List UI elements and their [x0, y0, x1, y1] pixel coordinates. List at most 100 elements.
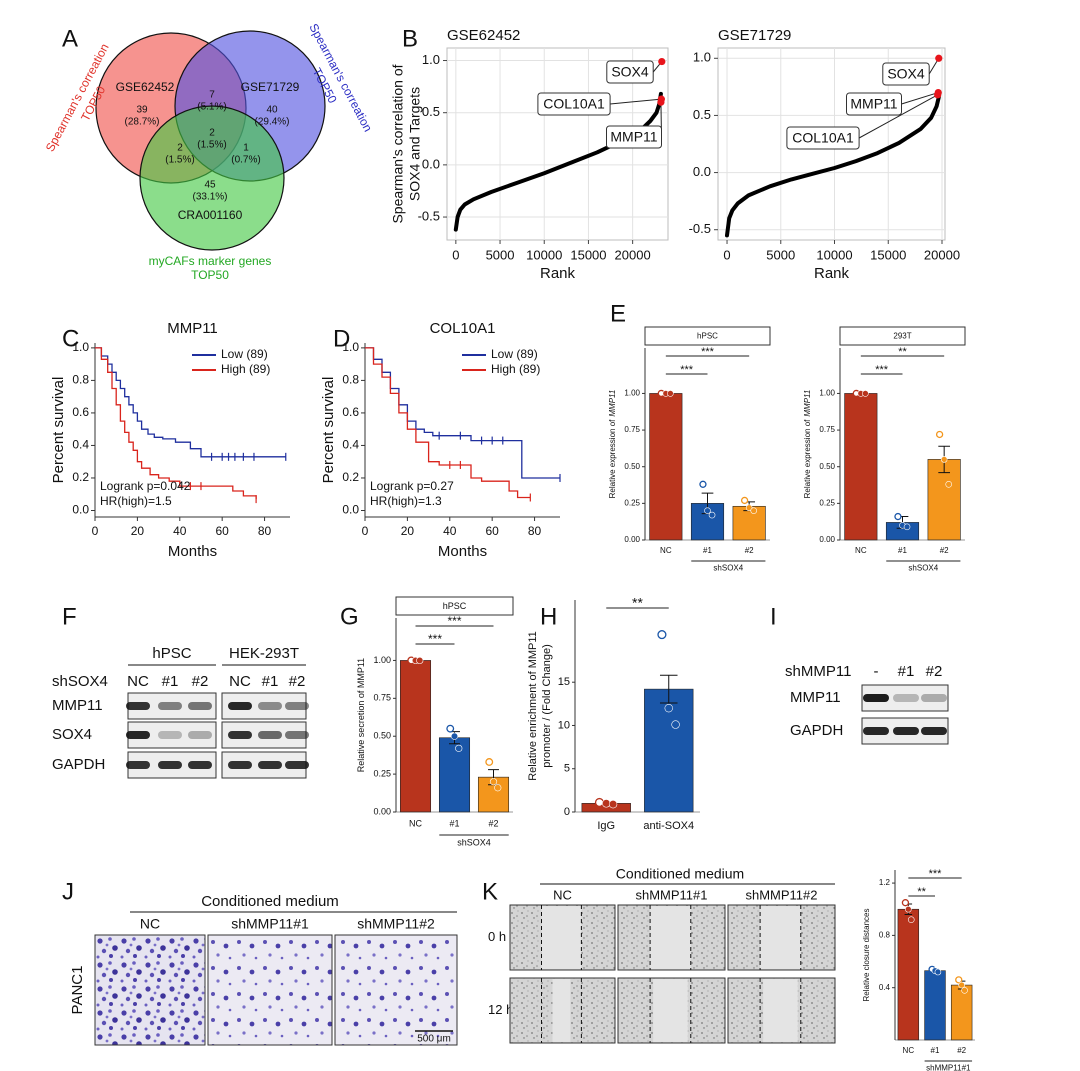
strip-label: 293T — [893, 332, 911, 341]
scratch-gap — [541, 906, 582, 969]
lane-label: - — [874, 663, 879, 680]
strip-label: hPSC — [697, 332, 718, 341]
y-tick-label: 0 — [564, 806, 570, 818]
y-tick-label: 0.0 — [693, 164, 711, 179]
column-label: shMMP11#2 — [745, 887, 817, 902]
x-tick-label: 20 — [401, 524, 415, 538]
label-box — [606, 60, 654, 84]
x-tick-label: 40 — [173, 524, 187, 538]
legend-label: High (89) — [221, 362, 270, 376]
y-tick-label: 0.75 — [819, 425, 835, 434]
category-label: #2 — [488, 818, 498, 828]
venn-percent: (5.1%) — [197, 102, 226, 113]
venn-percent: (29.4%) — [254, 117, 289, 128]
data-point — [608, 800, 618, 809]
blot-band — [158, 702, 182, 710]
data-point — [901, 899, 910, 907]
label-box — [882, 62, 930, 86]
header-label: Conditioned medium — [201, 893, 339, 910]
blot-band — [258, 761, 282, 769]
y-tick-label: 0.4 — [72, 438, 89, 452]
highlight-point — [657, 98, 665, 106]
y-tick-label: 1.00 — [819, 389, 835, 398]
x-tick-label: 60 — [485, 524, 499, 538]
protein-label: MMP11 — [790, 689, 841, 706]
significance-label: *** — [875, 364, 889, 376]
x-tick-label: 0 — [452, 247, 459, 262]
point-label: SOX4 — [611, 64, 649, 80]
significance-label: ** — [632, 595, 643, 611]
y-tick-label: 0.50 — [819, 462, 835, 471]
category-label: NC — [409, 818, 422, 828]
data-point — [416, 656, 424, 665]
venn-percent: (1.5%) — [197, 140, 226, 151]
category-label: #2 — [745, 546, 754, 555]
scratch-gap — [760, 906, 801, 969]
venn-count: 1 — [243, 143, 249, 154]
annotation: HR(high)=1.5 — [100, 494, 172, 508]
y-tick-label: -0.5 — [689, 221, 711, 236]
group-label: shSOX4 — [908, 563, 938, 572]
x-tick-label: 20000 — [924, 247, 960, 262]
x-tick-label: 15000 — [570, 247, 606, 262]
bar — [399, 660, 432, 813]
y-axis-label-gene: MMP11 — [608, 390, 617, 417]
x-tick-label: 10000 — [816, 247, 852, 262]
micrograph — [207, 934, 333, 1046]
y-tick-label: 0.0 — [72, 503, 89, 517]
blot-band — [921, 694, 947, 702]
y-axis-label-text: Relative expression of — [803, 419, 812, 498]
x-tick-label: 60 — [215, 524, 229, 538]
significance-label: ** — [898, 346, 907, 358]
lane-label: #1 — [898, 663, 915, 680]
venn-circle — [139, 105, 285, 251]
y-tick-label: 0.6 — [342, 405, 359, 419]
micrograph — [94, 934, 206, 1046]
leader-line — [858, 94, 938, 139]
data-point — [905, 905, 912, 913]
y-tick-label: 0.5 — [422, 104, 440, 119]
blot-band — [228, 761, 252, 769]
venn-percent: (33.1%) — [192, 192, 227, 203]
scale-label: 500 μm — [417, 1034, 451, 1045]
y-axis-label: Relative secretion of MMP11 — [356, 658, 366, 772]
group-label: shSOX4 — [457, 837, 491, 847]
data-point — [958, 981, 965, 989]
data-point — [940, 456, 948, 463]
leader-line — [901, 92, 939, 105]
venn-count: 39 — [136, 105, 148, 116]
y-tick-label: 0.25 — [373, 768, 391, 778]
significance-label: *** — [701, 346, 715, 358]
y-tick-label: 0.50 — [373, 731, 391, 741]
venn-count: 40 — [266, 105, 278, 116]
y-tick-label: 1.0 — [422, 52, 440, 67]
y-tick-label: 0.8 — [342, 373, 359, 387]
point-label: MMP11 — [610, 129, 657, 145]
y-axis-label: promoter / (Fold Change) — [541, 644, 553, 768]
y-axis-label: Percent survival — [320, 377, 337, 484]
panel-letter: J — [62, 878, 74, 905]
bar — [844, 393, 878, 541]
x-axis-label: Rank — [814, 265, 850, 282]
significance-label: *** — [680, 364, 694, 376]
y-tick-label: 0.00 — [624, 535, 640, 544]
blot-band — [188, 731, 212, 739]
data-point — [664, 703, 673, 713]
bar — [924, 970, 946, 1041]
bar — [438, 737, 471, 813]
panel-letter: K — [482, 878, 498, 905]
data-point — [485, 758, 494, 766]
y-tick-label: 0.4 — [879, 983, 891, 992]
blot-band — [126, 761, 150, 769]
y-tick-label: 0.5 — [693, 107, 711, 122]
data-point — [907, 916, 915, 923]
blot-band — [285, 731, 309, 739]
blot-band — [893, 694, 919, 702]
venn-set-name: GSE71729 — [241, 80, 300, 94]
y-tick-label: 0.4 — [342, 438, 359, 452]
annotation: Logrank p=0.27 — [370, 479, 454, 493]
data-point — [704, 507, 711, 514]
header-label: Conditioned medium — [616, 866, 744, 882]
highlight-point — [658, 57, 666, 66]
